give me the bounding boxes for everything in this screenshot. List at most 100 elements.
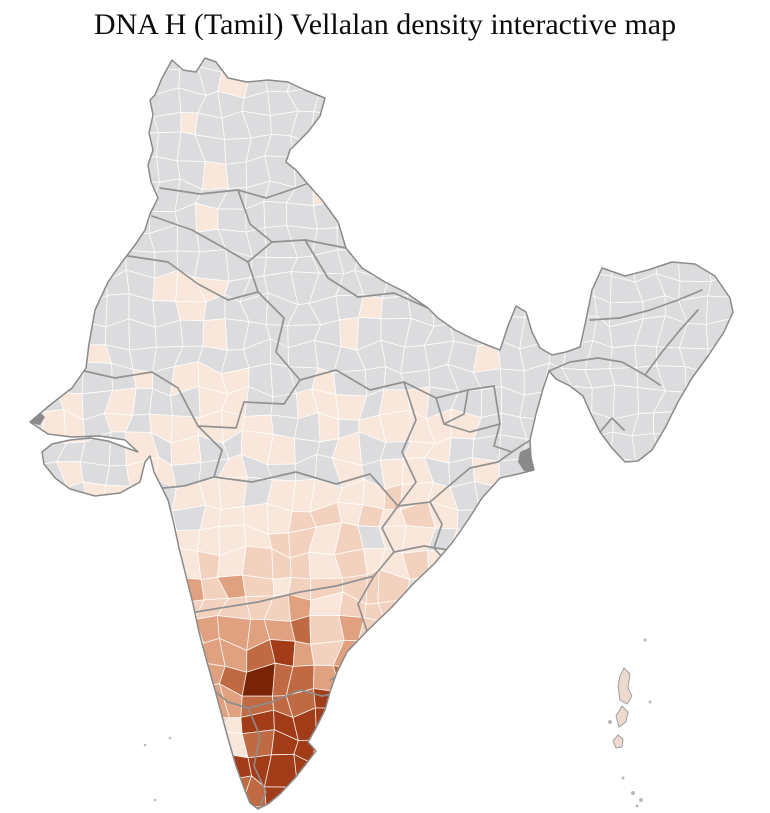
district-cell[interactable]	[616, 229, 635, 259]
district-cell[interactable]	[587, 42, 615, 74]
district-cell[interactable]	[153, 801, 178, 813]
district-cell[interactable]	[472, 224, 506, 251]
district-cell[interactable]	[706, 110, 735, 134]
district-cell[interactable]	[376, 775, 413, 805]
district-cell[interactable]	[240, 806, 273, 813]
district-cell[interactable]	[81, 181, 114, 212]
district-cell[interactable]	[83, 554, 114, 583]
district-cell[interactable]	[517, 93, 544, 120]
district-cell[interactable]	[309, 615, 345, 645]
district-cell[interactable]	[177, 711, 207, 741]
district-cell[interactable]	[592, 142, 619, 167]
district-cell[interactable]	[727, 735, 751, 764]
district-cell[interactable]	[454, 732, 482, 764]
district-cell[interactable]	[732, 665, 754, 697]
district-cell[interactable]	[593, 235, 619, 259]
district-cell[interactable]	[564, 499, 594, 535]
district-cell[interactable]	[312, 777, 345, 807]
district-cell[interactable]	[707, 131, 735, 167]
district-cell[interactable]	[538, 690, 565, 714]
district-cell[interactable]	[450, 229, 475, 258]
district-cell[interactable]	[526, 156, 541, 189]
district-cell[interactable]	[724, 570, 754, 605]
district-cell[interactable]	[87, 804, 106, 813]
district-cell[interactable]	[37, 524, 65, 557]
district-cell[interactable]	[57, 138, 91, 161]
district-cell[interactable]	[679, 664, 703, 691]
district-cell[interactable]	[590, 707, 611, 740]
district-cell[interactable]	[545, 226, 573, 257]
district-cell[interactable]	[176, 661, 205, 687]
district-cell[interactable]	[102, 619, 130, 648]
district-cell[interactable]	[400, 205, 435, 233]
district-cell[interactable]	[55, 43, 92, 73]
district-cell[interactable]	[501, 224, 525, 255]
district-cell[interactable]	[538, 643, 574, 668]
district-cell[interactable]	[12, 506, 41, 536]
district-cell[interactable]	[724, 110, 751, 133]
district-cell[interactable]	[515, 706, 546, 741]
district-cell[interactable]	[631, 596, 663, 625]
district-cell[interactable]	[58, 753, 89, 788]
district-cell[interactable]	[499, 576, 526, 602]
district-cell[interactable]	[539, 202, 565, 233]
district-cell[interactable]	[706, 246, 735, 283]
district-cell[interactable]	[225, 161, 248, 189]
district-cell[interactable]	[452, 44, 482, 72]
district-cell[interactable]	[563, 661, 592, 692]
district-cell[interactable]	[84, 322, 107, 346]
district-cell[interactable]	[538, 661, 567, 692]
district-cell[interactable]	[430, 688, 460, 717]
district-cell[interactable]	[406, 65, 436, 95]
district-cell[interactable]	[406, 91, 435, 112]
district-cell[interactable]	[472, 200, 505, 236]
district-cell[interactable]	[471, 44, 503, 72]
district-cell[interactable]	[608, 66, 644, 99]
district-cell[interactable]	[428, 158, 459, 189]
district-cell[interactable]	[125, 755, 159, 783]
district-cell[interactable]	[377, 247, 412, 281]
district-cell[interactable]	[630, 160, 666, 187]
district-cell[interactable]	[540, 533, 566, 551]
district-cell[interactable]	[612, 549, 635, 578]
district-cell[interactable]	[592, 499, 616, 534]
district-cell[interactable]	[58, 88, 91, 111]
district-cell[interactable]	[124, 691, 158, 719]
district-cell[interactable]	[654, 223, 688, 259]
district-cell[interactable]	[61, 297, 91, 324]
district-cell[interactable]	[378, 711, 406, 741]
district-cell[interactable]	[354, 70, 384, 94]
district-cell[interactable]	[426, 134, 454, 169]
district-cell[interactable]	[311, 755, 345, 788]
district-cell[interactable]	[400, 688, 437, 720]
district-cell[interactable]	[14, 777, 46, 806]
district-cell[interactable]	[378, 135, 411, 168]
district-cell[interactable]	[590, 780, 620, 809]
district-cell[interactable]	[540, 115, 570, 137]
district-cell[interactable]	[452, 670, 478, 697]
district-cell[interactable]	[699, 802, 732, 813]
district-cell[interactable]	[542, 385, 572, 421]
district-cell[interactable]	[614, 200, 635, 237]
district-cell[interactable]	[519, 41, 552, 74]
district-cell[interactable]	[544, 41, 570, 74]
district-cell[interactable]	[102, 596, 135, 626]
district-cell[interactable]	[104, 182, 138, 206]
district-cell[interactable]	[610, 160, 634, 182]
district-cell[interactable]	[12, 364, 46, 398]
district-cell[interactable]	[177, 734, 204, 760]
district-cell[interactable]	[562, 453, 593, 487]
district-cell[interactable]	[263, 200, 288, 229]
district-cell[interactable]	[637, 476, 663, 505]
district-cell[interactable]	[477, 755, 501, 784]
district-cell[interactable]	[499, 706, 527, 741]
district-cell[interactable]	[402, 664, 437, 690]
district-cell[interactable]	[499, 616, 528, 651]
district-cell[interactable]	[589, 662, 618, 695]
district-cell[interactable]	[339, 316, 360, 351]
district-cell[interactable]	[630, 177, 666, 208]
district-cell[interactable]	[477, 684, 501, 720]
district-cell[interactable]	[449, 93, 482, 120]
district-cell[interactable]	[495, 46, 529, 74]
district-cell[interactable]	[152, 546, 175, 581]
